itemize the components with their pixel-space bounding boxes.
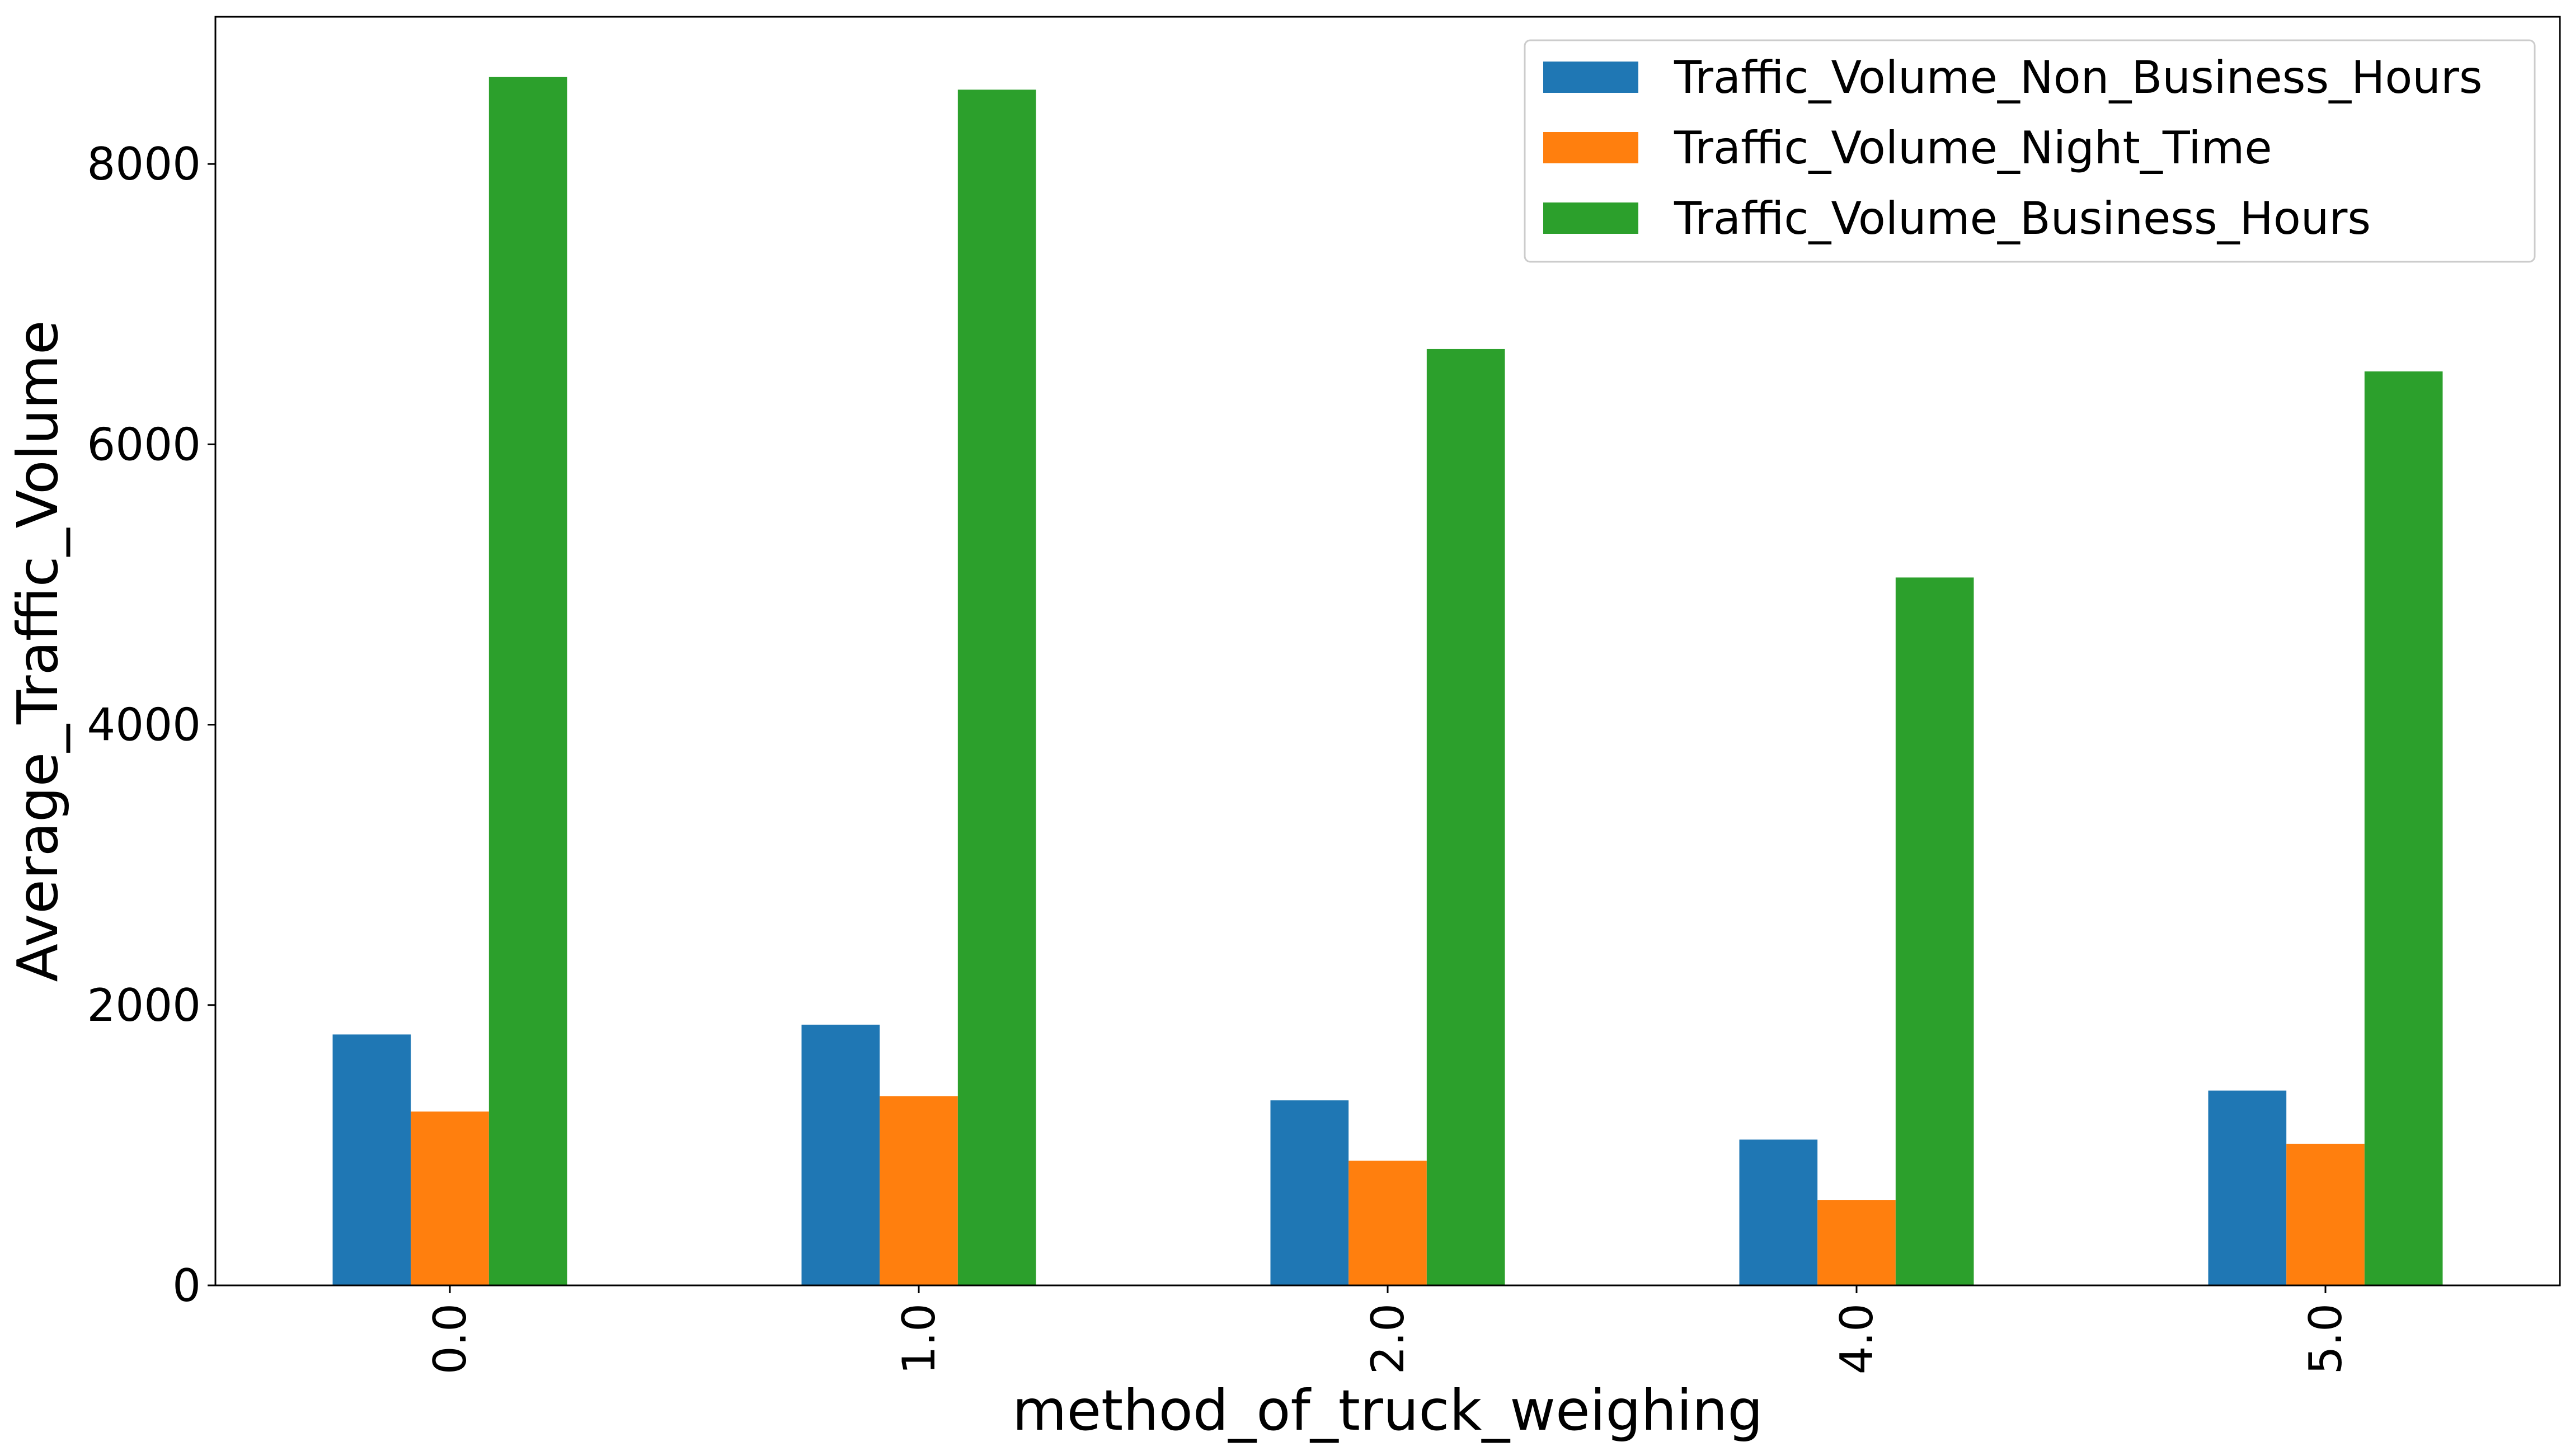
bar-Traffic_Volume_Non_Business_Hours-1.0	[801, 1024, 880, 1285]
bar-Traffic_Volume_Non_Business_Hours-4.0	[1739, 1139, 1818, 1285]
legend-swatch	[1543, 132, 1638, 163]
bar-Traffic_Volume_Business_Hours-4.0	[1895, 577, 1974, 1285]
bars-group	[332, 77, 2443, 1286]
bar-Traffic_Volume_Night_Time-0.0	[411, 1111, 489, 1285]
bar-Traffic_Volume_Business_Hours-0.0	[488, 77, 567, 1286]
bar-Traffic_Volume_Night_Time-1.0	[880, 1096, 958, 1285]
bar-Traffic_Volume_Night_Time-2.0	[1348, 1160, 1427, 1285]
y-axis: 0 2000 4000 6000 8000	[87, 138, 215, 1312]
bar-Traffic_Volume_Non_Business_Hours-2.0	[1270, 1100, 1349, 1285]
x-axis-label: method_of_truck_weighing	[1012, 1378, 1763, 1443]
bar-Traffic_Volume_Business_Hours-2.0	[1426, 348, 1505, 1285]
bar-Traffic_Volume_Night_Time-5.0	[2286, 1143, 2365, 1285]
legend-swatch	[1543, 62, 1638, 93]
y-tick-label: 0	[172, 1260, 201, 1312]
legend-label: Traffic_Volume_Non_Business_Hours	[1674, 51, 2483, 103]
y-tick-label: 6000	[87, 418, 201, 470]
legend: Traffic_Volume_Non_Business_Hours Traffic…	[1524, 39, 2536, 263]
x-tick-label: 5.0	[2300, 1303, 2352, 1374]
x-tick-label: 4.0	[1831, 1303, 1883, 1374]
y-axis-label: Average_Traffic_Volume	[5, 320, 71, 982]
bar-Traffic_Volume_Night_Time-4.0	[1817, 1200, 1896, 1285]
bar-Traffic_Volume_Non_Business_Hours-5.0	[2208, 1090, 2287, 1285]
y-tick-label: 4000	[87, 699, 201, 751]
legend-box	[1524, 39, 2536, 263]
legend-label: Traffic_Volume_Business_Hours	[1674, 192, 2371, 244]
y-tick-label: 8000	[87, 138, 201, 190]
legend-label: Traffic_Volume_Night_Time	[1674, 122, 2272, 174]
bar-Traffic_Volume_Business_Hours-5.0	[2364, 371, 2443, 1285]
x-axis: 0.0 1.0 2.0 4.0 5.0	[424, 1285, 2352, 1374]
bar-Traffic_Volume_Business_Hours-1.0	[957, 89, 1036, 1286]
x-tick-label: 0.0	[424, 1303, 476, 1374]
legend-swatch	[1543, 202, 1638, 234]
x-tick-label: 2.0	[1362, 1303, 1414, 1374]
bar-Traffic_Volume_Non_Business_Hours-0.0	[332, 1034, 411, 1285]
x-tick-label: 1.0	[893, 1303, 945, 1374]
y-tick-label: 2000	[87, 979, 201, 1031]
